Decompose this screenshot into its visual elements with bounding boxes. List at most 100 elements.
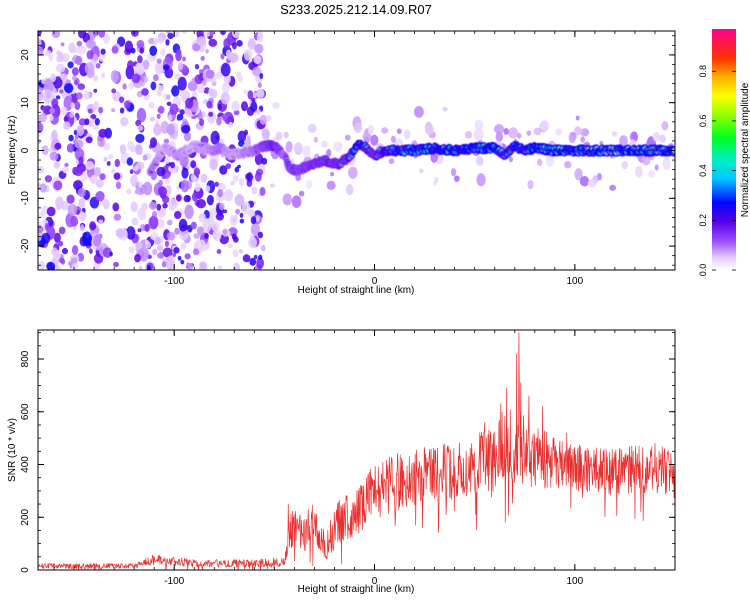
spectrogram-noise-blob bbox=[53, 232, 61, 243]
spectrogram-noise-blob bbox=[89, 248, 93, 254]
spectrogram-noise-blob bbox=[43, 78, 54, 94]
spectrogram-noise-blob bbox=[259, 186, 266, 196]
spectrogram-noise-blob bbox=[217, 265, 223, 270]
spectrogram-noise-blob bbox=[135, 148, 143, 155]
spectrogram-noise-blob bbox=[160, 48, 166, 57]
spectrogram-noise-blob bbox=[473, 127, 484, 141]
spectrogram-noise-blob bbox=[114, 158, 121, 168]
spectrogram-noise-blob bbox=[242, 254, 251, 263]
spectrogram-noise-blob bbox=[200, 173, 208, 183]
spectrogram-noise-blob bbox=[170, 161, 176, 169]
spectrogram-noise-blob bbox=[119, 144, 127, 155]
spectrogram-noise-blob bbox=[214, 181, 219, 187]
spectrogram-noise-blob bbox=[138, 180, 143, 189]
snr-x-tick-label: -100 bbox=[164, 576, 184, 587]
spectrogram-noise-blob bbox=[55, 265, 61, 270]
spectrogram-noise-blob bbox=[237, 130, 247, 143]
spectrogram-noise-blob bbox=[239, 212, 244, 218]
spectrogram-noise-blob bbox=[219, 138, 225, 144]
spectrogram-noise-blob bbox=[259, 73, 264, 79]
spectrogram-noise-blob bbox=[168, 114, 173, 122]
spectrogram-noise-blob bbox=[661, 121, 669, 131]
spectrogram-noise-blob bbox=[128, 82, 135, 90]
spectrogram-noise-blob bbox=[109, 251, 113, 257]
spectrogram-noise-blob bbox=[135, 119, 142, 127]
spectrogram-noise-blob bbox=[580, 128, 590, 137]
spectrogram-noise-blob bbox=[229, 214, 238, 226]
spectrogram-noise-blob bbox=[212, 229, 222, 241]
spectrogram-noise-blob bbox=[135, 133, 145, 143]
spectrogram-noise-blob bbox=[78, 118, 87, 126]
spectrogram-noise-blob bbox=[194, 182, 201, 192]
spectrogram-noise-blob bbox=[199, 261, 207, 270]
spectrogram-noise-blob bbox=[234, 166, 240, 173]
spectrogram-y-tick-label: 20 bbox=[20, 49, 31, 61]
spectrogram-noise-blob bbox=[136, 64, 145, 75]
spectrogram-noise-blob bbox=[92, 74, 99, 82]
spectrogram-noise-blob bbox=[218, 202, 225, 211]
spectrogram-noise-blob bbox=[270, 183, 275, 188]
spectrogram-noise-blob bbox=[209, 158, 218, 171]
spectrogram-noise-blob bbox=[580, 136, 585, 143]
spectrogram-noise-blob bbox=[659, 134, 666, 143]
spectrogram-noise-blob bbox=[247, 90, 254, 100]
spectrogram-noise-blob bbox=[38, 221, 42, 227]
spectrogram-noise-blob bbox=[120, 117, 129, 127]
spectrogram-noise-blob bbox=[179, 109, 185, 115]
spectrogram-noise-blob bbox=[123, 100, 131, 109]
spectrogram-noise-blob bbox=[137, 125, 144, 132]
spectrogram-noise-blob bbox=[89, 174, 98, 184]
spectrogram-noise-blob bbox=[222, 229, 228, 235]
spectrogram-noise-blob bbox=[92, 31, 98, 37]
spectrogram-noise-blob bbox=[74, 139, 84, 149]
spectrogram-noise-blob bbox=[424, 124, 435, 136]
colorbar-tick-label: 0.4 bbox=[698, 164, 708, 177]
spectrogram-noise-blob bbox=[76, 40, 83, 47]
spectrogram-noise-blob bbox=[98, 128, 108, 138]
spectrogram-noise-blob bbox=[194, 74, 204, 85]
spectrogram-noise-blob bbox=[652, 131, 661, 142]
spectrogram-noise-blob bbox=[508, 156, 513, 163]
spectrogram-noise-blob bbox=[555, 128, 563, 136]
spectrogram-noise-blob bbox=[234, 194, 245, 206]
spectrogram-noise-blob bbox=[62, 53, 70, 63]
spectrogram-noise-blob bbox=[106, 161, 111, 166]
spectrogram-noise-blob bbox=[177, 255, 182, 261]
colorbar-label: Normalized spectral amplitude bbox=[740, 82, 750, 217]
spectrogram-noise-blob bbox=[74, 134, 79, 140]
spectrogram-signal-track bbox=[147, 139, 675, 177]
spectrogram-noise-blob bbox=[166, 101, 172, 107]
spectrogram-noise-blob bbox=[72, 75, 77, 81]
spectrogram-noise-blob bbox=[157, 218, 165, 229]
spectrogram-noise-blob bbox=[313, 136, 318, 143]
spectrogram-noise-blob bbox=[198, 212, 206, 223]
spectrogram-noise-blob bbox=[126, 60, 134, 70]
spectrogram-noise-blob bbox=[223, 38, 231, 49]
spectrogram-noise-blob bbox=[253, 55, 262, 64]
spectrogram-noise-blob bbox=[89, 221, 97, 231]
spectrogram-noise-blob bbox=[494, 124, 504, 134]
colorbar-tick-label: 0.2 bbox=[698, 214, 708, 227]
spectrogram-noise-blob bbox=[247, 38, 257, 50]
spectrogram-noise-blob bbox=[190, 160, 197, 169]
spectrogram-noise-blob bbox=[254, 171, 262, 182]
spectrogram-noise-blob bbox=[164, 240, 169, 248]
spectrogram-noise-blob bbox=[190, 221, 197, 230]
spectrogram-noise-blob bbox=[95, 191, 105, 202]
spectrogram-noise-blob bbox=[175, 194, 182, 202]
spectrogram-noise-blob bbox=[98, 31, 106, 38]
spectrogram-noise-blob bbox=[199, 118, 205, 126]
spectrogram-noise-blob bbox=[208, 38, 218, 47]
spectrogram-noise-blob bbox=[53, 161, 61, 169]
spectrogram-noise-blob bbox=[58, 240, 64, 247]
spectrogram-noise-blob bbox=[49, 114, 54, 122]
spectrogram-noise-blob bbox=[450, 168, 457, 177]
spectrogram-noise-blob bbox=[136, 39, 145, 49]
spectrogram-noise-blob bbox=[152, 248, 158, 256]
spectrogram-noise-blob bbox=[98, 219, 104, 224]
spectrogram-noise-blob bbox=[208, 111, 214, 117]
spectrogram-noise-blob bbox=[55, 63, 66, 73]
spectrogram-noise-blob bbox=[206, 69, 215, 79]
spectrogram-noise-blob bbox=[78, 156, 84, 164]
spectrogram-noise-blob bbox=[68, 134, 74, 142]
